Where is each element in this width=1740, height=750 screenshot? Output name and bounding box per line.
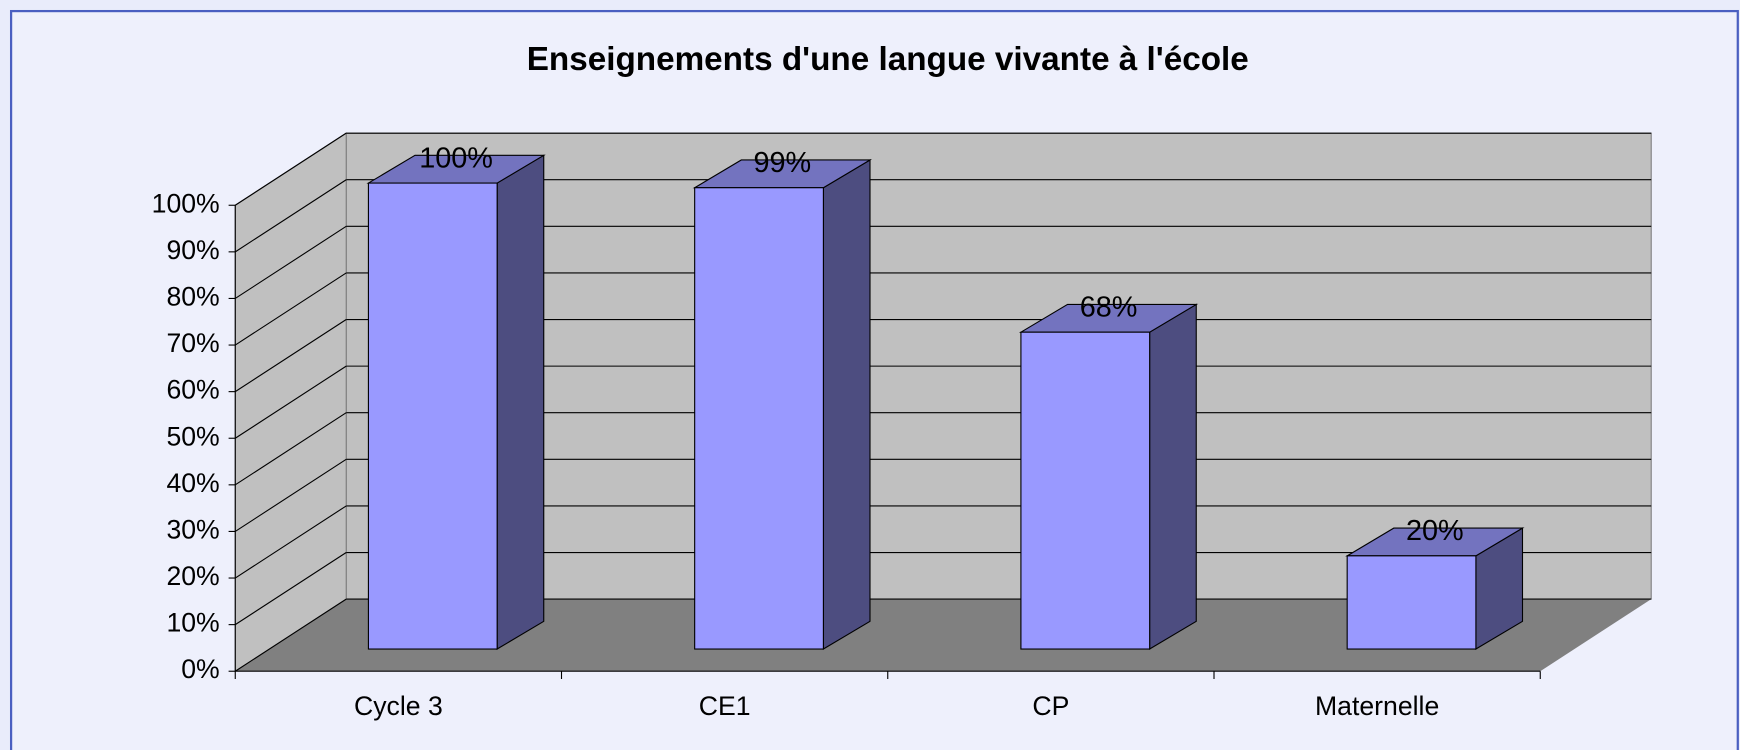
y-tick-label: 100% bbox=[152, 188, 220, 218]
bar bbox=[694, 187, 824, 650]
y-tick-label: 20% bbox=[166, 561, 219, 591]
chart-title: Enseignements d'une langue vivante à l'é… bbox=[527, 41, 1249, 78]
side-grid-line bbox=[234, 272, 347, 346]
y-tick-label: 60% bbox=[166, 375, 219, 405]
x-tick-label: Cycle 3 bbox=[354, 691, 443, 721]
data-label: 20% bbox=[1406, 515, 1464, 547]
y-tick-label: 40% bbox=[166, 468, 219, 498]
y-tick-label: 90% bbox=[166, 235, 219, 265]
y-tick-label: 0% bbox=[181, 654, 219, 684]
x-tick-label: Maternelle bbox=[1315, 691, 1439, 721]
side-grid-line bbox=[234, 179, 347, 253]
floor bbox=[235, 599, 1652, 672]
y-tick-label: 10% bbox=[166, 608, 219, 638]
bar-side bbox=[822, 159, 871, 651]
y-tick-label: 30% bbox=[166, 514, 219, 544]
data-label: 68% bbox=[1080, 292, 1138, 324]
y-tick-label: 70% bbox=[166, 328, 219, 358]
side-grid-line bbox=[234, 132, 347, 206]
side-grid-line bbox=[234, 319, 347, 393]
bar bbox=[367, 182, 498, 650]
side-grid-line bbox=[234, 225, 347, 299]
bar-side bbox=[496, 154, 545, 651]
y-tick-label: 50% bbox=[166, 421, 219, 451]
side-grid-line bbox=[234, 412, 347, 486]
bar bbox=[1346, 555, 1477, 650]
x-tick-label: CP bbox=[1032, 691, 1069, 721]
bar-side bbox=[1149, 303, 1197, 651]
x-tick-label: CE1 bbox=[699, 691, 751, 721]
side-grid-line bbox=[234, 552, 347, 626]
y-tick-label: 80% bbox=[166, 281, 219, 311]
walls bbox=[234, 132, 1652, 673]
data-label: 100% bbox=[419, 142, 493, 174]
side-grid-line bbox=[234, 365, 347, 439]
data-label: 99% bbox=[753, 147, 811, 179]
side-grid-line bbox=[234, 458, 347, 532]
side-grid-line bbox=[234, 505, 347, 579]
bar bbox=[1020, 331, 1151, 650]
side-grid-line bbox=[234, 598, 347, 672]
